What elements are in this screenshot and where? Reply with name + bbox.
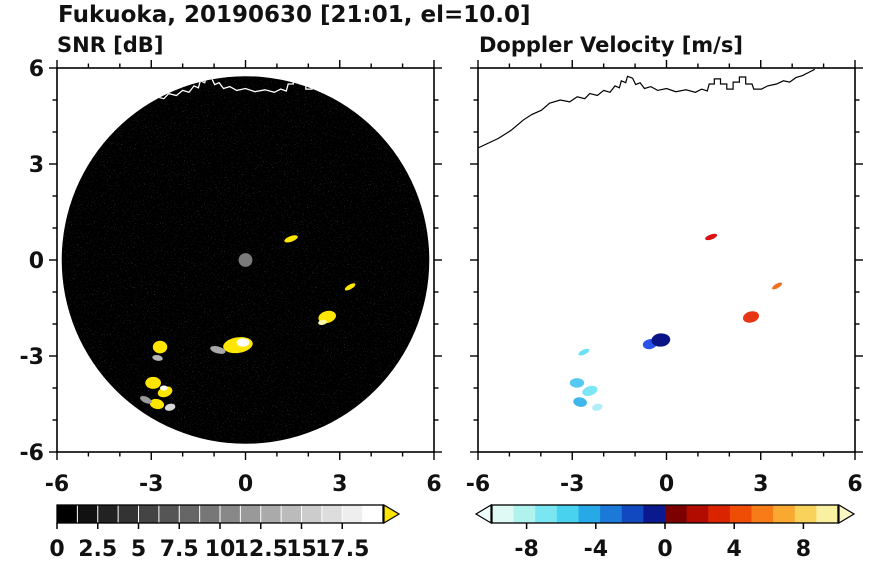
echo-patch: [772, 282, 783, 290]
echo-patch: [651, 333, 671, 347]
colorbar-segment: [794, 505, 817, 523]
colorbar-segment: [556, 505, 579, 523]
colorbar-segment: [816, 505, 839, 523]
echo-patch: [160, 385, 168, 391]
echo-patch: [152, 340, 168, 354]
colorbar-tick-label: 15: [286, 537, 317, 562]
colorbar-tick-label: 0: [49, 537, 64, 562]
x-tick-label: 0: [659, 472, 674, 497]
x-tick-label: 3: [332, 472, 347, 497]
colorbar-segment: [281, 505, 302, 523]
colorbar-segment: [621, 505, 644, 523]
axis-frame: [477, 67, 856, 453]
colorbar-tick-label: 8: [796, 537, 811, 562]
snr-plot-area: [61, 76, 430, 444]
x-tick-label: 6: [847, 472, 862, 497]
echo-patch: [318, 319, 327, 325]
colorbar-segment: [729, 505, 752, 523]
axis-ticks: [470, 60, 863, 460]
colorbar-tick-label: 4: [727, 537, 742, 562]
colorbar-segment: [362, 505, 384, 523]
echo-patch: [742, 311, 760, 323]
snr-panel-title: SNR [dB]: [57, 33, 164, 57]
colorbar-segment: [708, 505, 731, 523]
radar-center-dot: [238, 253, 253, 267]
colorbar-segment: [665, 505, 688, 523]
colorbar-segment: [97, 505, 119, 523]
colorbar-over-arrow: [838, 503, 856, 525]
colorbar-segment: [199, 505, 221, 523]
colorbar-segment: [492, 505, 515, 523]
figure-title: Fukuoka, 20190630 [21:01, el=10.0]: [58, 2, 531, 28]
colorbar-segment: [260, 505, 282, 523]
echo-patch: [140, 395, 152, 404]
colorbar-tick-label: 12.5: [234, 537, 288, 562]
colorbar-segment: [220, 505, 241, 523]
echo-patch: [582, 385, 598, 396]
colorbar-segment: [240, 505, 262, 523]
colorbar-segment: [179, 505, 201, 523]
y-tick-label: -3: [20, 345, 44, 370]
colorbar-tick-label: 10: [205, 537, 236, 562]
x-tick-label: -6: [45, 472, 69, 497]
echo-patch: [573, 397, 587, 407]
colorbar-segment: [342, 505, 364, 523]
echo-patch: [164, 403, 176, 411]
colorbar-segment: [321, 505, 343, 523]
colorbar-segment: [77, 505, 99, 523]
echo-patch: [578, 348, 590, 356]
echo-patch: [344, 283, 356, 291]
x-tick-label: -3: [139, 472, 163, 497]
echo-patch: [145, 376, 161, 389]
colorbar-segment: [773, 505, 796, 523]
y-tick-label: 3: [29, 153, 44, 178]
x-tick-label: -6: [466, 472, 490, 497]
x-tick-label: 6: [426, 472, 441, 497]
x-tick-label: 3: [753, 472, 768, 497]
coastline: [478, 68, 816, 149]
colorbar-segment: [138, 505, 160, 523]
colorbar-segment: [578, 505, 601, 523]
colorbar-tick-label: 2.5: [78, 537, 117, 562]
y-tick-label: 0: [29, 249, 44, 274]
echo-patch: [705, 233, 718, 241]
x-tick-label: 0: [238, 472, 253, 497]
colorbar-tick-label: -4: [584, 537, 608, 562]
echo-patch: [152, 354, 163, 361]
colorbar-tick-label: 5: [131, 537, 146, 562]
echo-patch: [592, 403, 603, 411]
echo-patch: [210, 346, 226, 354]
echo-patch: [284, 235, 298, 243]
colorbar-tick-label: 7.5: [160, 537, 199, 562]
colorbar-segment: [118, 505, 139, 523]
doppler-colorbar: -8 -4 0 4 8: [474, 503, 856, 562]
colorbar-segment: [600, 505, 623, 523]
colorbar-segment: [535, 505, 558, 523]
doppler-plot-area: [478, 68, 816, 411]
colorbar-tick-label: 17.5: [315, 537, 369, 562]
y-tick-label: -6: [20, 441, 44, 466]
colorbar-tick-label: -8: [514, 537, 538, 562]
doppler-panel-title: Doppler Velocity [m/s]: [479, 33, 743, 57]
colorbar-under-arrow: [474, 503, 492, 525]
colorbar-segment: [643, 505, 666, 523]
y-tick-label: 6: [29, 57, 44, 82]
colorbar-segment: [751, 505, 774, 523]
colorbar-over-arrow: [383, 503, 401, 525]
colorbar-segment: [301, 505, 323, 523]
echo-patch: [569, 378, 585, 388]
colorbar-segment: [686, 505, 709, 523]
axis-ticks: [49, 60, 442, 460]
echo-patch: [236, 338, 250, 347]
colorbar-segment: [57, 505, 78, 523]
echo-patch: [149, 398, 165, 410]
colorbar-tick-label: 0: [657, 537, 672, 562]
x-tick-label: -3: [560, 472, 584, 497]
colorbar-segment: [158, 505, 180, 523]
colorbar-segment: [513, 505, 536, 523]
